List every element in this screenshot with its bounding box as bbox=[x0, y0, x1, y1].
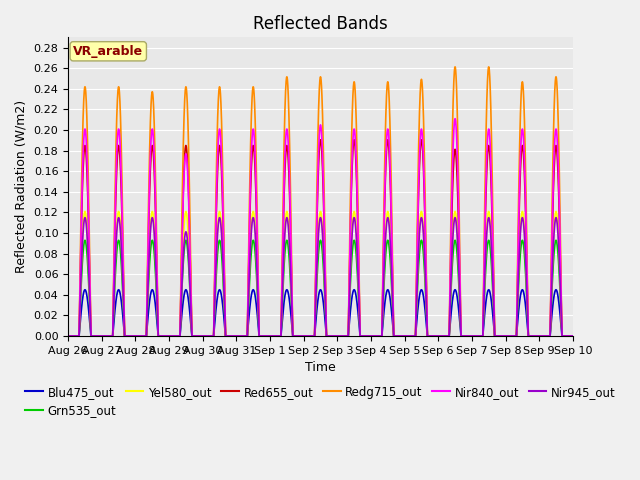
Nir840_out bbox=[569, 333, 577, 339]
Nir945_out bbox=[253, 274, 261, 280]
Line: Red655_out: Red655_out bbox=[68, 140, 573, 336]
Red655_out bbox=[569, 333, 577, 339]
Redg715_out bbox=[485, 64, 493, 70]
Nir945_out bbox=[167, 333, 175, 339]
Grn535_out bbox=[253, 286, 261, 291]
Grn535_out bbox=[461, 333, 469, 339]
Redg715_out bbox=[569, 333, 577, 339]
X-axis label: Time: Time bbox=[305, 361, 336, 374]
Grn535_out bbox=[390, 333, 397, 339]
Line: Nir840_out: Nir840_out bbox=[68, 119, 573, 336]
Line: Redg715_out: Redg715_out bbox=[68, 67, 573, 336]
Nir840_out bbox=[172, 333, 180, 339]
Nir945_out bbox=[81, 215, 89, 220]
Yel580_out bbox=[64, 333, 72, 339]
Red655_out bbox=[167, 333, 175, 339]
Line: Blu475_out: Blu475_out bbox=[68, 290, 573, 336]
Nir945_out bbox=[461, 333, 469, 339]
Blu475_out bbox=[64, 333, 72, 339]
Redg715_out bbox=[167, 333, 175, 339]
Redg715_out bbox=[461, 333, 469, 339]
Blu475_out bbox=[172, 333, 180, 339]
Title: Reflected Bands: Reflected Bands bbox=[253, 15, 388, 33]
Red655_out bbox=[172, 333, 180, 339]
Grn535_out bbox=[569, 333, 577, 339]
Red655_out bbox=[461, 333, 469, 339]
Grn535_out bbox=[567, 333, 575, 339]
Grn535_out bbox=[172, 333, 180, 339]
Yel580_out bbox=[167, 333, 175, 339]
Yel580_out bbox=[253, 271, 261, 277]
Nir840_out bbox=[390, 333, 397, 339]
Text: VR_arable: VR_arable bbox=[73, 45, 143, 58]
Nir840_out bbox=[64, 333, 72, 339]
Blu475_out bbox=[567, 333, 575, 339]
Redg715_out bbox=[64, 333, 72, 339]
Nir945_out bbox=[172, 333, 180, 339]
Nir840_out bbox=[167, 333, 175, 339]
Nir840_out bbox=[567, 333, 575, 339]
Blu475_out bbox=[167, 333, 175, 339]
Yel580_out bbox=[81, 209, 89, 215]
Redg715_out bbox=[172, 333, 180, 339]
Line: Nir945_out: Nir945_out bbox=[68, 217, 573, 336]
Nir945_out bbox=[64, 333, 72, 339]
Grn535_out bbox=[167, 333, 175, 339]
Nir840_out bbox=[451, 116, 459, 121]
Yel580_out bbox=[461, 333, 469, 339]
Nir945_out bbox=[569, 333, 577, 339]
Line: Grn535_out: Grn535_out bbox=[68, 240, 573, 336]
Blu475_out bbox=[390, 333, 397, 339]
Blu475_out bbox=[81, 287, 89, 293]
Nir945_out bbox=[567, 333, 575, 339]
Y-axis label: Reflected Radiation (W/m2): Reflected Radiation (W/m2) bbox=[15, 100, 28, 273]
Nir840_out bbox=[253, 227, 261, 232]
Yel580_out bbox=[172, 333, 180, 339]
Legend: Blu475_out, Grn535_out, Yel580_out, Red655_out, Redg715_out, Nir840_out, Nir945_: Blu475_out, Grn535_out, Yel580_out, Red6… bbox=[20, 381, 621, 422]
Blu475_out bbox=[461, 333, 469, 339]
Grn535_out bbox=[64, 333, 72, 339]
Yel580_out bbox=[569, 333, 577, 339]
Yel580_out bbox=[567, 333, 575, 339]
Redg715_out bbox=[390, 333, 397, 339]
Line: Yel580_out: Yel580_out bbox=[68, 212, 573, 336]
Yel580_out bbox=[390, 333, 397, 339]
Nir840_out bbox=[461, 333, 469, 339]
Blu475_out bbox=[569, 333, 577, 339]
Nir945_out bbox=[390, 333, 397, 339]
Red655_out bbox=[417, 137, 425, 143]
Red655_out bbox=[64, 333, 72, 339]
Red655_out bbox=[567, 333, 575, 339]
Grn535_out bbox=[81, 238, 89, 243]
Blu475_out bbox=[253, 310, 261, 316]
Redg715_out bbox=[253, 205, 261, 211]
Redg715_out bbox=[567, 333, 575, 339]
Red655_out bbox=[253, 235, 261, 241]
Red655_out bbox=[390, 333, 397, 339]
